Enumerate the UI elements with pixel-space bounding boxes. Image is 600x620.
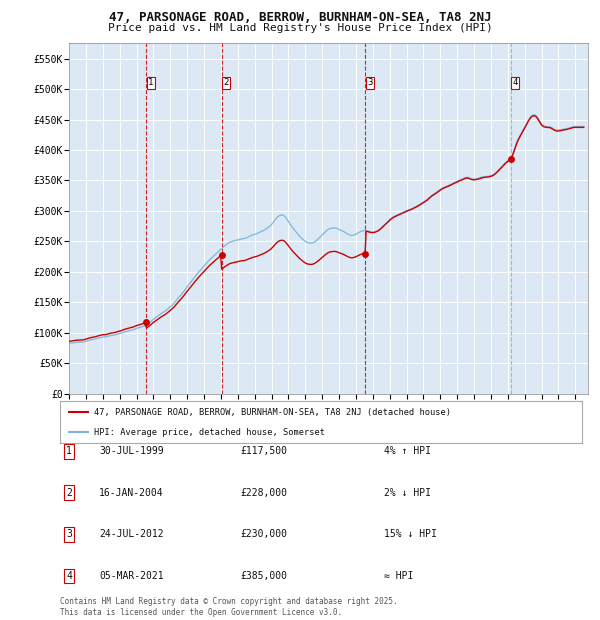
Text: 4% ↑ HPI: 4% ↑ HPI (384, 446, 431, 456)
Text: 2% ↓ HPI: 2% ↓ HPI (384, 488, 431, 498)
Text: 47, PARSONAGE ROAD, BERROW, BURNHAM-ON-SEA, TA8 2NJ (detached house): 47, PARSONAGE ROAD, BERROW, BURNHAM-ON-S… (94, 407, 451, 417)
Text: £385,000: £385,000 (240, 571, 287, 581)
Text: 15% ↓ HPI: 15% ↓ HPI (384, 529, 437, 539)
Text: 3: 3 (367, 79, 373, 87)
Text: 24-JUL-2012: 24-JUL-2012 (99, 529, 164, 539)
Text: 3: 3 (66, 529, 72, 539)
Text: ≈ HPI: ≈ HPI (384, 571, 413, 581)
Text: HPI: Average price, detached house, Somerset: HPI: Average price, detached house, Some… (94, 428, 325, 437)
Text: £228,000: £228,000 (240, 488, 287, 498)
Text: 47, PARSONAGE ROAD, BERROW, BURNHAM-ON-SEA, TA8 2NJ: 47, PARSONAGE ROAD, BERROW, BURNHAM-ON-S… (109, 11, 491, 24)
Text: 1: 1 (148, 79, 154, 87)
Text: 1: 1 (66, 446, 72, 456)
Text: Price paid vs. HM Land Registry's House Price Index (HPI): Price paid vs. HM Land Registry's House … (107, 23, 493, 33)
Text: 4: 4 (512, 79, 518, 87)
Text: £230,000: £230,000 (240, 529, 287, 539)
Text: 2: 2 (223, 79, 229, 87)
Text: 16-JAN-2004: 16-JAN-2004 (99, 488, 164, 498)
Text: Contains HM Land Registry data © Crown copyright and database right 2025.
This d: Contains HM Land Registry data © Crown c… (60, 598, 398, 617)
Text: 30-JUL-1999: 30-JUL-1999 (99, 446, 164, 456)
Text: £117,500: £117,500 (240, 446, 287, 456)
Text: 4: 4 (66, 571, 72, 581)
Text: 05-MAR-2021: 05-MAR-2021 (99, 571, 164, 581)
Text: 2: 2 (66, 488, 72, 498)
